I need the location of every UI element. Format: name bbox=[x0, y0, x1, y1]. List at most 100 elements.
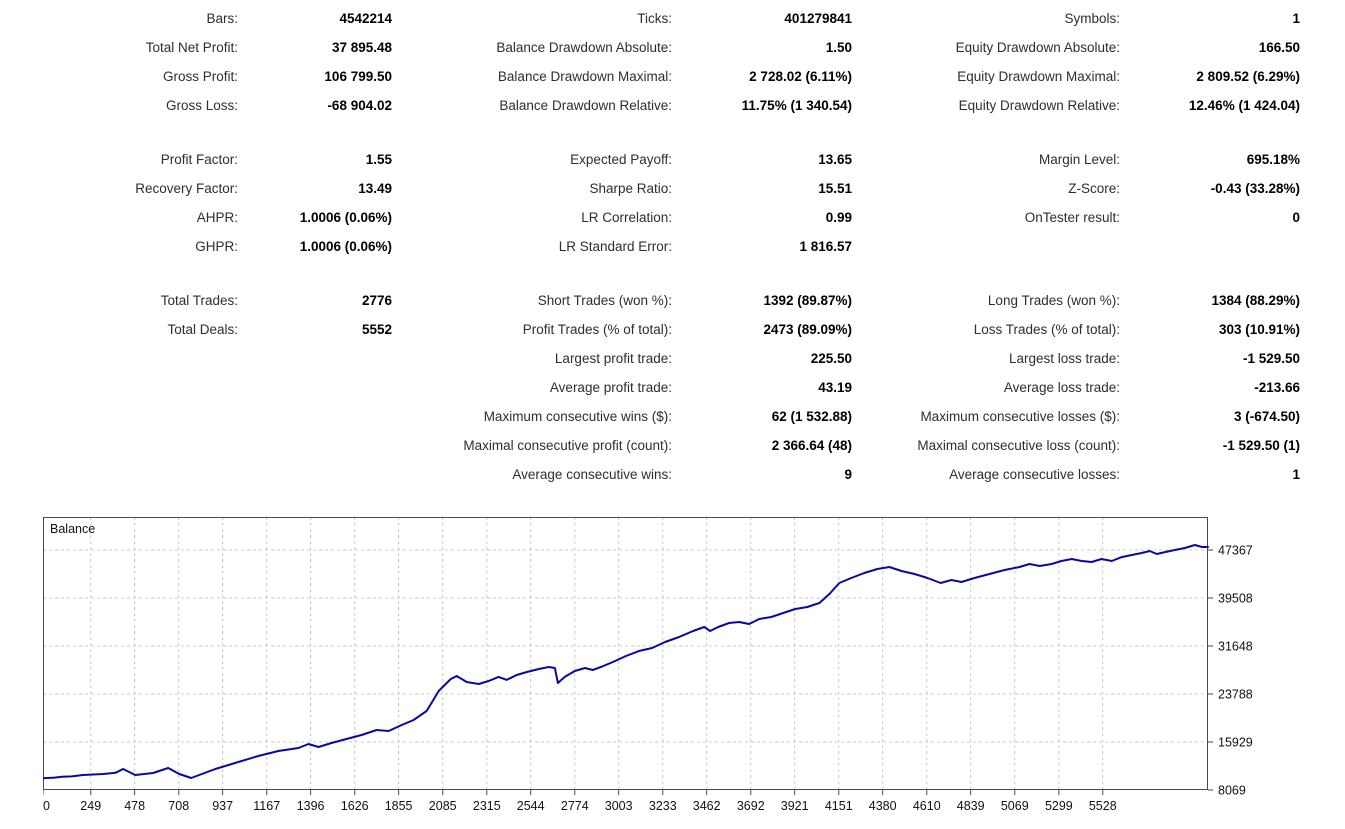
stat-value: 12.46% (1 424.04) bbox=[1188, 98, 1300, 113]
balance-line bbox=[42, 544, 1209, 780]
x-tick-label: 3921 bbox=[781, 799, 809, 813]
x-tick-label: 4839 bbox=[957, 799, 985, 813]
x-tick-label: 2774 bbox=[561, 799, 589, 813]
stat-label bbox=[0, 460, 238, 489]
x-tick-label: 3233 bbox=[649, 799, 677, 813]
stats-row: Total Deals: 5552 Profit Trades (% of tota… bbox=[0, 315, 1345, 344]
stat-value: -68 904.02 bbox=[327, 98, 392, 113]
stat-value: -1 529.50 (1) bbox=[1222, 438, 1300, 453]
stats-row: Average consecutive wins: 9 Average consec… bbox=[0, 460, 1345, 489]
stat-label: Long Trades (won %): bbox=[987, 293, 1120, 308]
x-tick-label: 2544 bbox=[517, 799, 545, 813]
stat-value: 0.99 bbox=[825, 210, 852, 225]
x-tick-label: 2315 bbox=[473, 799, 501, 813]
stat-value: 1.55 bbox=[365, 152, 392, 167]
y-tick-label: 23788 bbox=[1218, 688, 1253, 702]
stat-label bbox=[0, 402, 238, 431]
x-tick-label: 478 bbox=[124, 799, 145, 813]
stats-row: Bars: 4542214 Ticks: 401279841 Symbols: 1 bbox=[0, 4, 1345, 33]
stat-value: 5552 bbox=[361, 322, 392, 337]
stat-value: -1 529.50 bbox=[1242, 351, 1300, 366]
stats-row: Average profit trade: 43.19 Average loss t… bbox=[0, 373, 1345, 402]
stat-value: 11.75% (1 340.54) bbox=[741, 98, 852, 113]
stats-row: GHPR: 1.0006 (0.06%) LR Standard Error: 1 8… bbox=[0, 232, 1345, 261]
stat-value: 2473 (89.09%) bbox=[763, 322, 852, 337]
stat-value: 9 bbox=[844, 467, 852, 482]
stat-label: Total Net Profit: bbox=[145, 40, 238, 55]
x-tick-label: 1626 bbox=[341, 799, 369, 813]
stat-label bbox=[852, 232, 1120, 261]
stat-label: Maximum consecutive wins ($): bbox=[483, 409, 672, 424]
stat-value: 1 bbox=[1292, 11, 1300, 26]
x-tick-label: 2085 bbox=[429, 799, 457, 813]
stat-label: LR Correlation: bbox=[581, 210, 672, 225]
stat-value: 1 816.57 bbox=[799, 239, 852, 254]
stat-label: Balance Drawdown Absolute: bbox=[496, 40, 672, 55]
stat-label: Total Trades: bbox=[160, 293, 238, 308]
stat-label: Equity Drawdown Relative: bbox=[958, 98, 1120, 113]
stat-label: Profit Trades (% of total): bbox=[522, 322, 672, 337]
stat-value: -213.66 bbox=[1254, 380, 1300, 395]
stat-value: 3 (-674.50) bbox=[1233, 409, 1300, 424]
stat-label: Bars: bbox=[206, 11, 238, 26]
stat-label: Balance Drawdown Maximal: bbox=[497, 69, 672, 84]
y-tick-label: 31648 bbox=[1218, 639, 1253, 653]
stat-label: Ticks: bbox=[637, 11, 672, 26]
stat-label: Maximal consecutive profit (count): bbox=[463, 438, 672, 453]
stats-spacer bbox=[0, 120, 1345, 145]
x-tick-label: 3462 bbox=[693, 799, 721, 813]
balance-chart: 8069 15929 23788 31648 39508 47367 0 249 478 708 9… bbox=[42, 517, 1345, 824]
stat-label: Profit Factor: bbox=[160, 152, 238, 167]
x-tick-label: 4151 bbox=[825, 799, 853, 813]
stat-label bbox=[0, 373, 238, 402]
x-tick-label: 1167 bbox=[253, 799, 280, 813]
stat-label: Loss Trades (% of total): bbox=[973, 322, 1120, 337]
stat-label: Sharpe Ratio: bbox=[589, 181, 672, 196]
x-tick-label: 708 bbox=[168, 799, 189, 813]
stat-value: 1384 (88.29%) bbox=[1211, 293, 1300, 308]
x-tick-label: 249 bbox=[80, 799, 101, 813]
stat-label: Average consecutive wins: bbox=[512, 467, 672, 482]
stat-label: Gross Profit: bbox=[162, 69, 238, 84]
x-tick-label: 1396 bbox=[297, 799, 325, 813]
x-tick-label: 5528 bbox=[1089, 799, 1117, 813]
stat-label: Z-Score: bbox=[1068, 181, 1120, 196]
stat-value: 1392 (89.87%) bbox=[763, 293, 852, 308]
stat-label: Average loss trade: bbox=[1003, 380, 1120, 395]
stat-label: Equity Drawdown Absolute: bbox=[955, 40, 1120, 55]
x-tick-label: 3003 bbox=[605, 799, 633, 813]
stat-label: Maximal consecutive loss (count): bbox=[917, 438, 1120, 453]
stat-value: 62 (1 532.88) bbox=[771, 409, 852, 424]
stat-label bbox=[0, 431, 238, 460]
stat-value bbox=[238, 402, 392, 431]
stat-label: Average profit trade: bbox=[549, 380, 672, 395]
stat-label: Margin Level: bbox=[1038, 152, 1120, 167]
backtest-statistics-grid: Bars: 4542214 Ticks: 401279841 Symbols: 1 Tota… bbox=[0, 4, 1345, 489]
stats-row: Maximum consecutive wins ($): 62 (1 532.8… bbox=[0, 402, 1345, 431]
stat-label: Gross Loss: bbox=[165, 98, 238, 113]
stat-label: Largest profit trade: bbox=[554, 351, 672, 366]
stat-label: Short Trades (won %): bbox=[537, 293, 672, 308]
x-tick-label: 0 bbox=[43, 799, 50, 813]
stat-label: Balance Drawdown Relative: bbox=[499, 98, 672, 113]
stats-row: Total Net Profit: 37 895.48 Balance Drawdo… bbox=[0, 33, 1345, 62]
x-tick-label: 5069 bbox=[1001, 799, 1029, 813]
stat-label: Expected Payoff: bbox=[570, 152, 672, 167]
x-tick-label: 4610 bbox=[913, 799, 941, 813]
stats-row: Recovery Factor: 13.49 Sharpe Ratio: 15.51 Z… bbox=[0, 174, 1345, 203]
stat-value: 1.50 bbox=[825, 40, 852, 55]
stat-value: 2 728.02 (6.11%) bbox=[749, 69, 852, 84]
stat-label: Equity Drawdown Maximal: bbox=[957, 69, 1120, 84]
stat-value: 106 799.50 bbox=[324, 69, 392, 84]
stat-value: 37 895.48 bbox=[331, 40, 392, 55]
stat-value bbox=[238, 344, 392, 373]
stat-label: GHPR: bbox=[195, 239, 238, 254]
stat-value: 303 (10.91%) bbox=[1218, 322, 1300, 337]
stat-value: 15.51 bbox=[818, 181, 852, 196]
x-tick-label: 5299 bbox=[1045, 799, 1073, 813]
y-tick-label: 47367 bbox=[1218, 543, 1253, 557]
stat-value: 4542214 bbox=[339, 11, 392, 26]
stat-value: 166.50 bbox=[1258, 40, 1300, 55]
x-tick-label: 1855 bbox=[385, 799, 413, 813]
x-tick-label: 937 bbox=[212, 799, 233, 813]
